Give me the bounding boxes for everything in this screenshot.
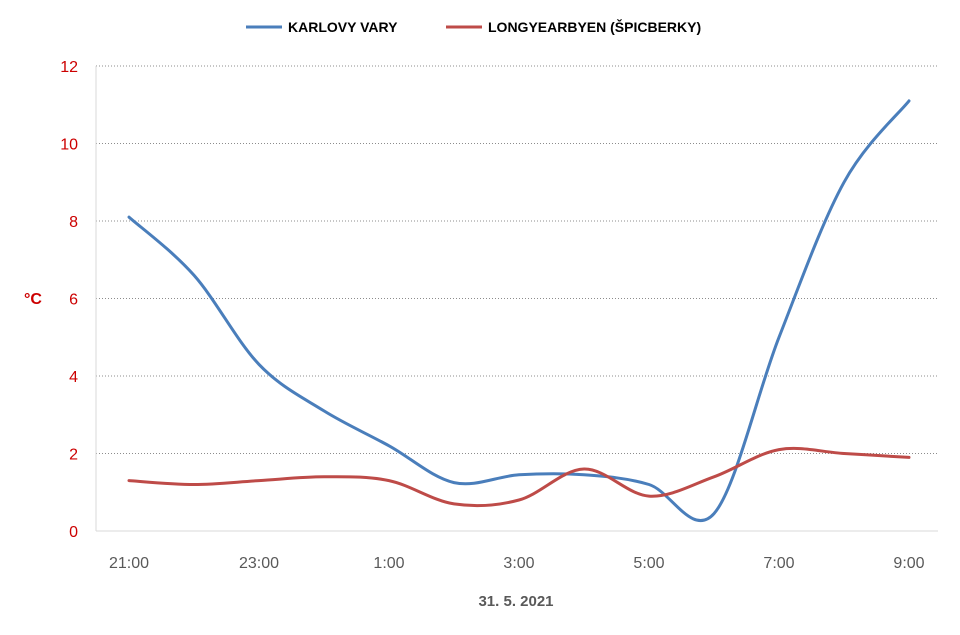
legend-label-longyearbyen: LONGYEARBYEN (ŠPICBERKY) (488, 18, 701, 35)
x-tick-label: 21:00 (109, 555, 149, 572)
x-tick-label: 9:00 (893, 555, 924, 572)
x-tick-label: 7:00 (763, 555, 794, 572)
series-line-longyearbyen (127, 446, 911, 508)
x-tick-label: 5:00 (633, 555, 664, 572)
x-axis-label: 31. 5. 2021 (478, 593, 553, 610)
legend-label-karlovy-vary: KARLOVY VARY (288, 19, 398, 35)
x-tick-label: 23:00 (239, 555, 279, 572)
y-axis-label: °C (24, 291, 42, 308)
y-tick-label: 10 (60, 137, 78, 154)
gridlines (96, 65, 938, 454)
series-layer (127, 99, 911, 523)
y-tick-label: 4 (69, 369, 78, 386)
y-tick-label: 8 (69, 214, 78, 231)
x-tick-label: 3:00 (503, 555, 534, 572)
x-tick-labels: 21:00 23:00 1:00 3:00 5:00 7:00 9:00 (109, 555, 925, 572)
series-line-karlovy-vary (127, 99, 911, 523)
y-tick-labels: 0 2 4 6 8 10 12 (60, 59, 78, 541)
y-tick-label: 6 (69, 292, 78, 309)
x-tick-label: 1:00 (373, 555, 404, 572)
y-tick-label: 2 (69, 447, 78, 464)
legend: KARLOVY VARY LONGYEARBYEN (ŠPICBERKY) (246, 18, 701, 35)
y-tick-label: 0 (69, 524, 78, 541)
y-tick-label: 12 (60, 59, 78, 76)
